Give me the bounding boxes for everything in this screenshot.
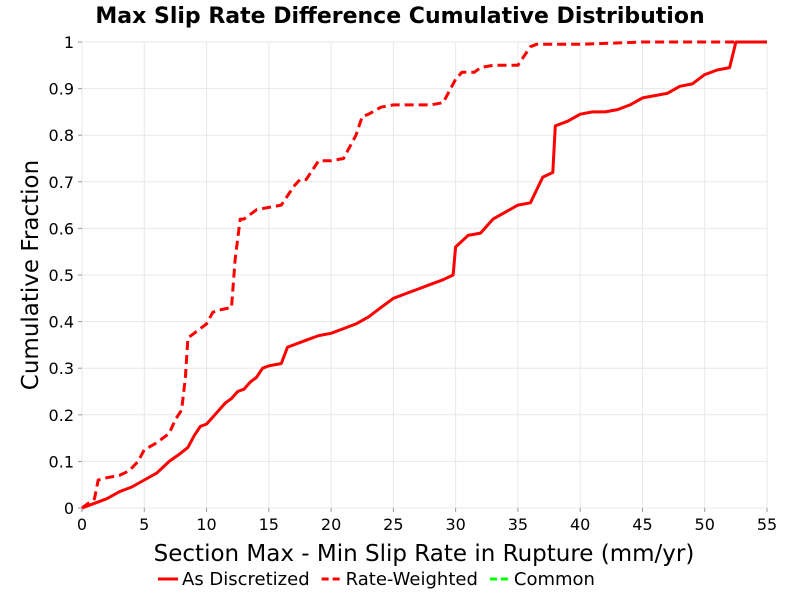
series-group <box>81 40 767 510</box>
x-tick-label: 30 <box>445 515 465 534</box>
series-line-1 <box>81 40 767 510</box>
y-tick-label: 0.7 <box>49 173 74 192</box>
x-tick-label: 55 <box>757 515 777 534</box>
x-tick-label: 0 <box>77 515 87 534</box>
x-tick-label: 10 <box>196 515 216 534</box>
y-tick-label: 0.9 <box>49 80 74 99</box>
x-axis-label: Section Max - Min Slip Rate in Rupture (… <box>154 541 695 567</box>
y-tick-label: 0.4 <box>49 313 74 332</box>
legend-label-1: As Discretized <box>182 569 310 590</box>
legend-label-2: Rate-Weighted <box>346 569 478 590</box>
legend-label-3: Common <box>514 569 595 590</box>
x-tick-label: 25 <box>383 515 403 534</box>
x-tick-label: 50 <box>695 515 715 534</box>
y-tick-label: 0.6 <box>49 219 74 238</box>
y-tick-label: 0.8 <box>49 126 74 145</box>
grid <box>81 41 768 509</box>
x-tick-label: 35 <box>508 515 528 534</box>
x-tick-label: 45 <box>632 515 652 534</box>
y-tick-label: 0 <box>64 499 74 518</box>
y-tick-label: 0.3 <box>49 359 74 378</box>
x-tick-label: 40 <box>570 515 590 534</box>
y-tick-label: 0.2 <box>49 406 74 425</box>
legend: As Discretized Rate-Weighted Common <box>158 569 595 590</box>
y-tick-label: 0.5 <box>49 266 74 285</box>
chart-title: Max Slip Rate Difference Cumulative Dist… <box>95 4 704 29</box>
series-line-2 <box>81 40 767 510</box>
x-tick-label: 15 <box>259 515 279 534</box>
y-axis-label: Cumulative Fraction <box>18 160 44 390</box>
x-tick-label: 20 <box>321 515 341 534</box>
x-tick-label: 5 <box>139 515 149 534</box>
axis-ticks: 0 5 10 15 20 25 30 35 40 45 50 55 0 0.1 0.2 0.3 0.4 0.5 0.… <box>49 33 778 534</box>
y-tick-label: 1 <box>64 33 74 52</box>
y-tick-label: 0.1 <box>49 452 74 471</box>
